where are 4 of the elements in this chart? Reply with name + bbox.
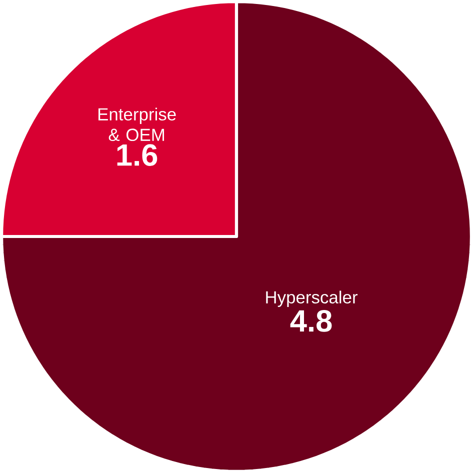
data-label: 4.8 xyxy=(290,310,332,332)
data-label: 1.6 xyxy=(117,144,158,166)
slice-label: Hyperscaler xyxy=(266,290,358,307)
slice-label: Enterprise & OEM xyxy=(98,108,176,142)
